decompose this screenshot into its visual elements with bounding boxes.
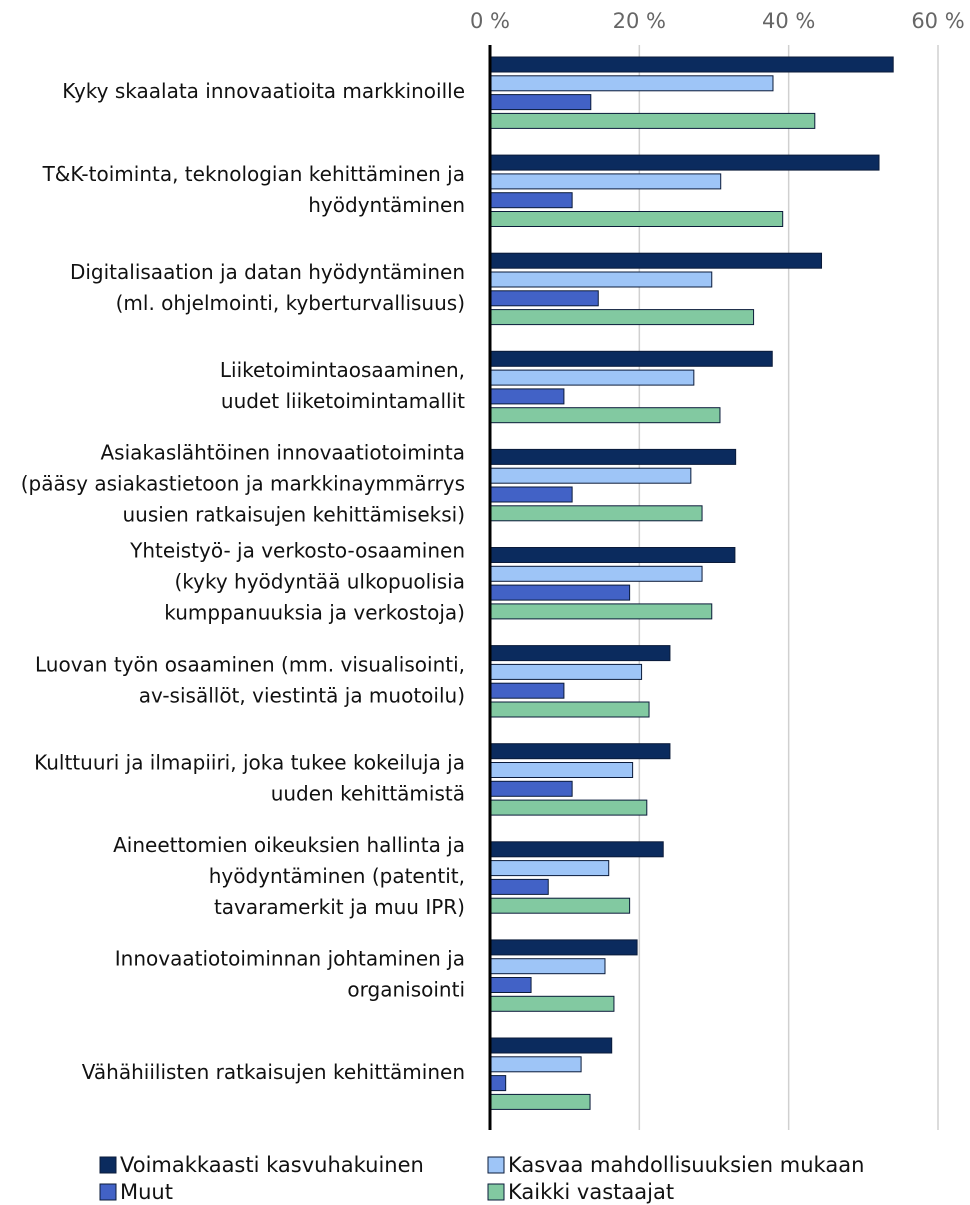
bar: [489, 252, 823, 269]
bar: [489, 1075, 507, 1092]
bar: [489, 192, 573, 209]
bar: [489, 350, 773, 367]
y-tick-label: Yhteistyö- ja verkosto-osaaminen: [129, 539, 465, 563]
bar: [489, 841, 664, 858]
bar: [489, 878, 549, 895]
y-tick-label: Asiakaslähtöinen innovaatiotoiminta: [100, 441, 465, 465]
y-tick-label: (pääsy asiakastietoon ja markkinaymmärry…: [21, 472, 465, 496]
legend-label: Muut: [120, 1180, 173, 1204]
legend-label: Kaikki vastaajat: [508, 1180, 674, 1204]
bar: [489, 112, 816, 129]
y-tick-label: Innovaatiotoiminnan johtaminen ja: [115, 947, 465, 971]
y-tick-label: kumppanuuksia ja verkostoja): [164, 601, 465, 625]
bar: [489, 799, 648, 816]
bar: [489, 94, 592, 111]
y-tick-label: hyödyntäminen (patentit,: [209, 864, 465, 888]
bar: [489, 486, 573, 503]
y-tick-label: T&K-toiminta, teknologian kehittäminen j…: [42, 162, 465, 186]
x-tick-label: 60 %: [911, 9, 964, 33]
x-tick-label: 0 %: [470, 9, 510, 33]
bar: [489, 645, 671, 662]
legend-swatch: [487, 1156, 505, 1174]
bar: [489, 547, 736, 563]
bar: [489, 584, 631, 601]
x-tick-label: 40 %: [762, 9, 815, 33]
bar: [489, 603, 713, 620]
bar: [489, 467, 692, 484]
bar: [489, 75, 774, 92]
bar: [489, 682, 565, 699]
bar: [489, 173, 722, 190]
bar: [489, 388, 565, 405]
legend-label: Voimakkaasti kasvuhakuinen: [120, 1153, 424, 1177]
y-tick-label: Luovan työn osaaminen (mm. visualisointi…: [35, 652, 465, 676]
bar: [489, 271, 713, 288]
bar: [489, 780, 573, 797]
bar: [489, 309, 755, 326]
y-tick-label: organisointi: [347, 978, 465, 1002]
legend-swatch: [99, 1183, 117, 1201]
y-tick-label: hyödyntäminen: [308, 193, 465, 217]
bar: [489, 958, 606, 975]
bar: [489, 743, 671, 760]
legend-swatch: [99, 1156, 117, 1174]
y-tick-label: uudet liiketoimintamallit: [221, 389, 465, 413]
y-tick-label: tavaramerkit ja muu IPR): [214, 895, 465, 919]
bar: [489, 1056, 582, 1073]
bar: [489, 211, 784, 227]
bar: [489, 369, 695, 386]
bar: [489, 565, 703, 582]
bar: [489, 897, 631, 914]
bar: [489, 1037, 613, 1054]
y-tick-label: uuden kehittämistä: [271, 781, 465, 805]
y-tick-label: Vähähiilisten ratkaisujen kehittäminen: [82, 1060, 465, 1084]
bar: [489, 762, 634, 778]
bar: [489, 290, 599, 307]
y-tick-label: Liiketoimintaosaaminen,: [220, 358, 465, 382]
legend-label: Kasvaa mahdollisuuksien mukaan: [508, 1153, 864, 1177]
legend-swatch: [487, 1183, 505, 1201]
y-tick-label: (ml. ohjelmointi, kyberturvallisuus): [116, 291, 465, 315]
x-tick-label: 20 %: [613, 9, 666, 33]
bar: [489, 407, 721, 424]
bar: [489, 505, 703, 522]
bar: [489, 939, 638, 956]
bar: [489, 701, 650, 718]
bar: [489, 860, 610, 877]
y-tick-label: av-sisällöt, viestintä ja muotoilu): [139, 683, 465, 707]
bar: [489, 663, 643, 680]
bar: [489, 977, 532, 993]
y-tick-label: Kulttuuri ja ilmapiiri, joka tukee kokei…: [34, 750, 465, 774]
y-tick-label: uusien ratkaisujen kehittämiseksi): [123, 503, 466, 527]
y-tick-label: Kyky skaalata innovaatioita markkinoille: [62, 79, 465, 103]
y-tick-label: (kyky hyödyntää ulkopuolisia: [174, 570, 465, 594]
bar: [489, 1093, 591, 1110]
y-tick-label: Aineettomien oikeuksien hallinta ja: [113, 833, 465, 857]
bar: [489, 56, 894, 73]
bar: [489, 154, 880, 171]
bar: [489, 448, 737, 465]
bar: [489, 995, 615, 1012]
y-tick-label: Digitalisaation ja datan hyödyntäminen: [70, 260, 465, 284]
